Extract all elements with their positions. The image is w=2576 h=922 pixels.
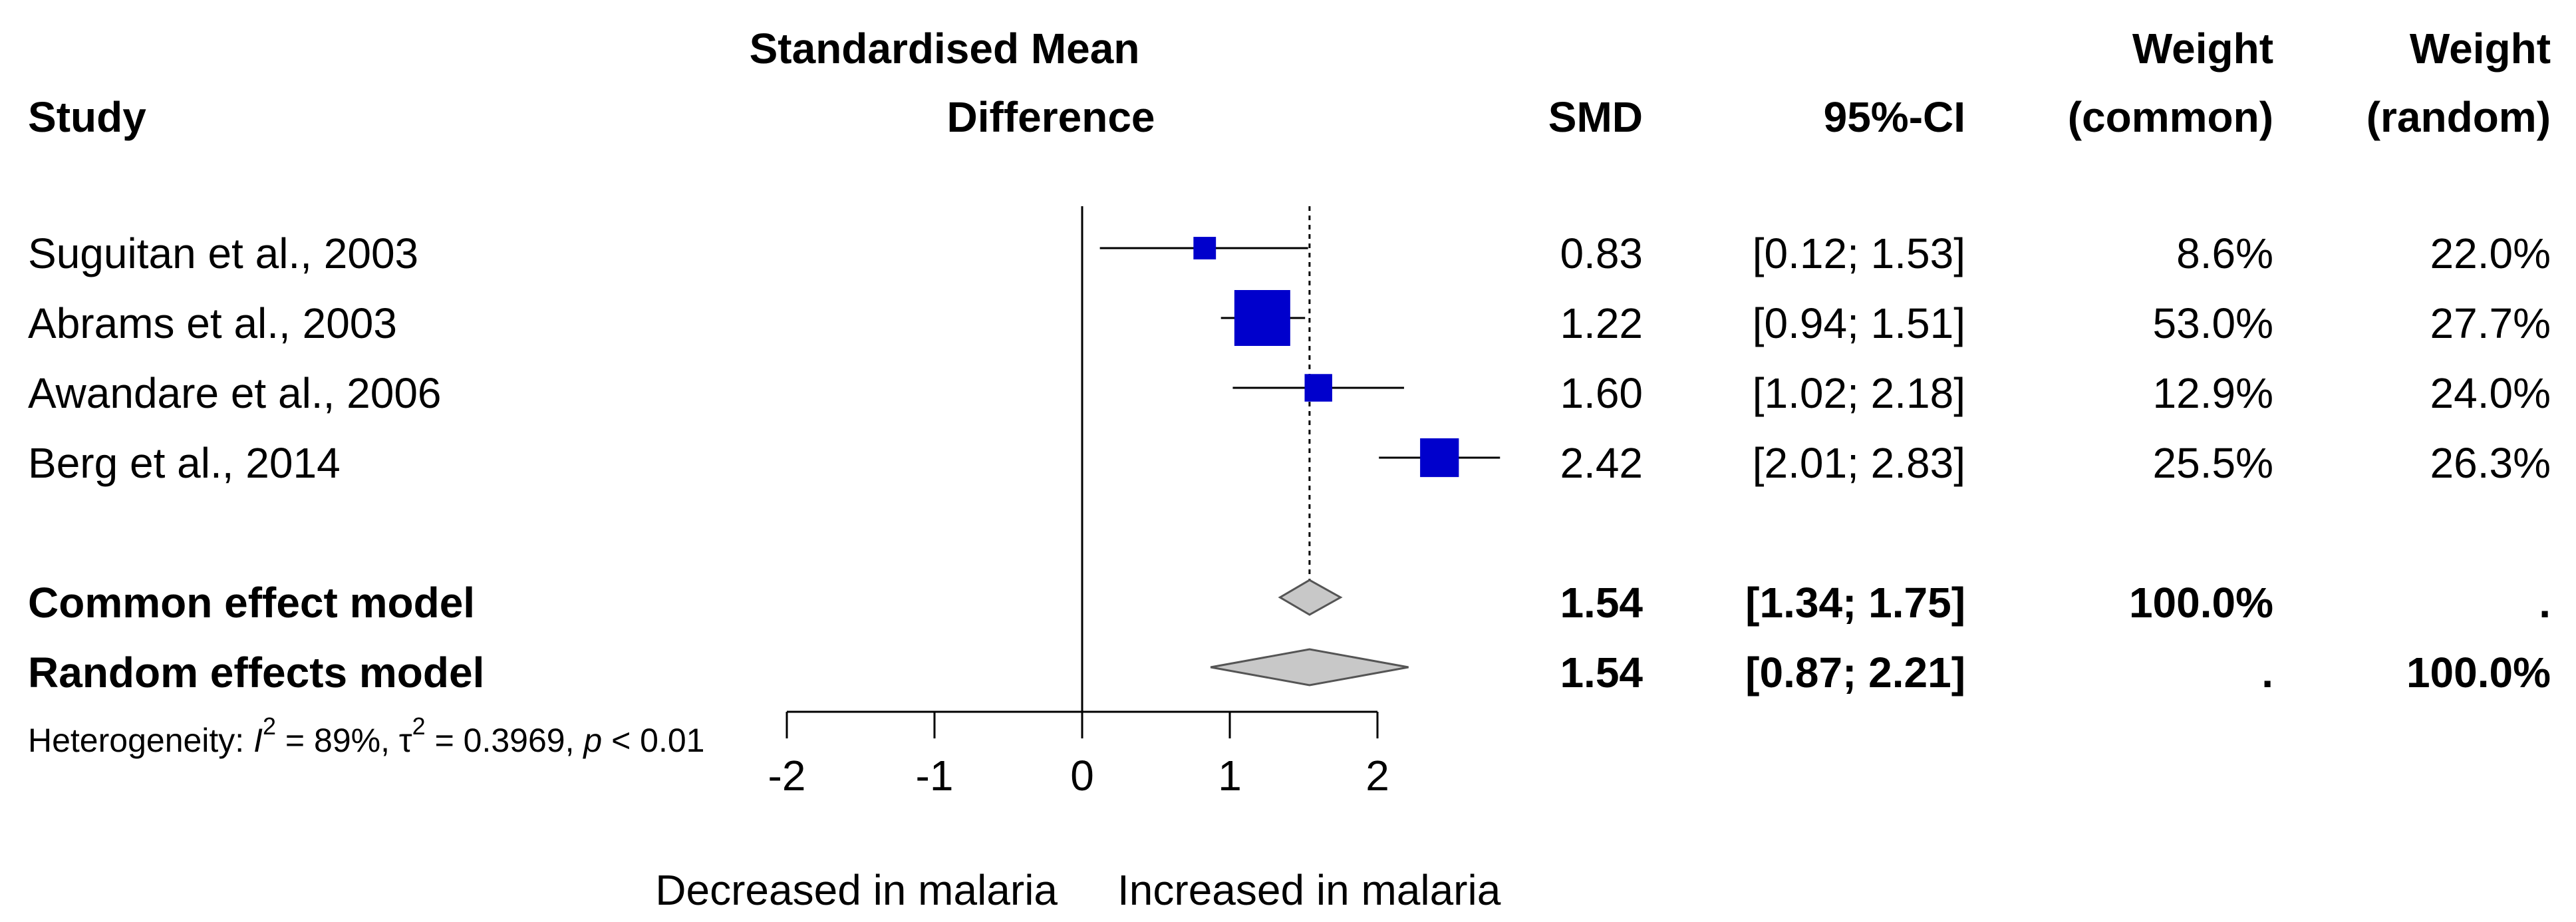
study-weight-random: 24.0% bbox=[2430, 369, 2551, 417]
pooled-ci: [0.87; 2.21] bbox=[1745, 649, 1965, 696]
pooled-ci: [1.34; 1.75] bbox=[1745, 579, 1965, 627]
pooled-diamond bbox=[1210, 648, 1409, 687]
het-i2-symbol: I bbox=[253, 722, 263, 759]
header-weight-random-line2: (random) bbox=[2366, 93, 2551, 141]
pooled-weight-random: . bbox=[2539, 579, 2551, 627]
header-ci: 95%-CI bbox=[1824, 93, 1965, 141]
pooled-weight-common: . bbox=[2261, 649, 2273, 696]
x-tick-label: -1 bbox=[916, 752, 954, 800]
study-weight-common: 8.6% bbox=[2176, 230, 2273, 277]
het-p-value: < 0.01 bbox=[602, 722, 704, 759]
het-p-symbol: p bbox=[582, 722, 602, 759]
header-weight-random-line1: Weight bbox=[2410, 25, 2551, 73]
het-i2-value: = 89%, bbox=[276, 722, 399, 759]
study-smd: 2.42 bbox=[1560, 439, 1643, 487]
study-label: Berg et al., 2014 bbox=[28, 439, 341, 487]
study-effect-box bbox=[1234, 290, 1290, 346]
pooled-smd: 1.54 bbox=[1560, 649, 1643, 696]
plot-area: -2 -1 0 1 2 bbox=[768, 206, 1501, 800]
xlabel-right: Increased in malaria bbox=[1117, 866, 1501, 914]
study-smd: 1.22 bbox=[1560, 299, 1643, 347]
study-weight-common: 25.5% bbox=[2153, 439, 2273, 487]
study-effect-box bbox=[1420, 438, 1459, 478]
study-weight-random: 26.3% bbox=[2430, 439, 2551, 487]
study-weight-random: 22.0% bbox=[2430, 230, 2551, 277]
study-label: Suguitan et al., 2003 bbox=[28, 230, 418, 277]
het-tau-sup: 2 bbox=[412, 712, 426, 740]
study-effect-box bbox=[1193, 237, 1216, 259]
study-ci: [0.12; 1.53] bbox=[1753, 230, 1965, 277]
study-label: Abrams et al., 2003 bbox=[28, 299, 397, 347]
het-prefix: Heterogeneity: bbox=[28, 722, 253, 759]
x-tick-label: 1 bbox=[1218, 752, 1242, 800]
x-tick-label: 2 bbox=[1365, 752, 1389, 800]
heterogeneity-text: Heterogeneity: I2 = 89%, τ2 = 0.3969, p … bbox=[28, 712, 704, 759]
study-smd: 1.60 bbox=[1560, 369, 1643, 417]
study-label: Awandare et al., 2006 bbox=[28, 369, 442, 417]
pooled-weight-random: 100.0% bbox=[2406, 649, 2551, 696]
study-ci: [2.01; 2.83] bbox=[1753, 439, 1965, 487]
study-weight-random: 27.7% bbox=[2430, 299, 2551, 347]
header-plot-title-line2: Difference bbox=[947, 93, 1155, 141]
pooled-weight-common: 100.0% bbox=[2129, 579, 2273, 627]
study-weight-common: 53.0% bbox=[2153, 299, 2273, 347]
header-weight-common-line1: Weight bbox=[2132, 25, 2273, 73]
study-smd: 0.83 bbox=[1560, 230, 1643, 277]
xlabel-left: Decreased in malaria bbox=[655, 866, 1058, 914]
pooled-label: Random effects model bbox=[28, 649, 484, 696]
pooled-label: Common effect model bbox=[28, 579, 475, 627]
header-smd: SMD bbox=[1548, 93, 1643, 141]
pooled-diamond bbox=[1278, 579, 1343, 616]
het-tau-value: = 0.3969, bbox=[426, 722, 584, 759]
pooled-smd: 1.54 bbox=[1560, 579, 1643, 627]
study-effect-box bbox=[1304, 374, 1332, 402]
header-weight-common-line2: (common) bbox=[2068, 93, 2273, 141]
study-ci: [0.94; 1.51] bbox=[1753, 299, 1965, 347]
header-study: Study bbox=[28, 93, 146, 141]
het-i2-sup: 2 bbox=[263, 712, 276, 740]
x-tick-label: 0 bbox=[1070, 752, 1094, 800]
study-ci: [1.02; 2.18] bbox=[1753, 369, 1965, 417]
study-weight-common: 12.9% bbox=[2153, 369, 2273, 417]
x-tick-label: -2 bbox=[768, 752, 806, 800]
header-plot-title-line1: Standardised Mean bbox=[750, 25, 1140, 73]
het-tau-symbol: τ bbox=[399, 722, 412, 759]
